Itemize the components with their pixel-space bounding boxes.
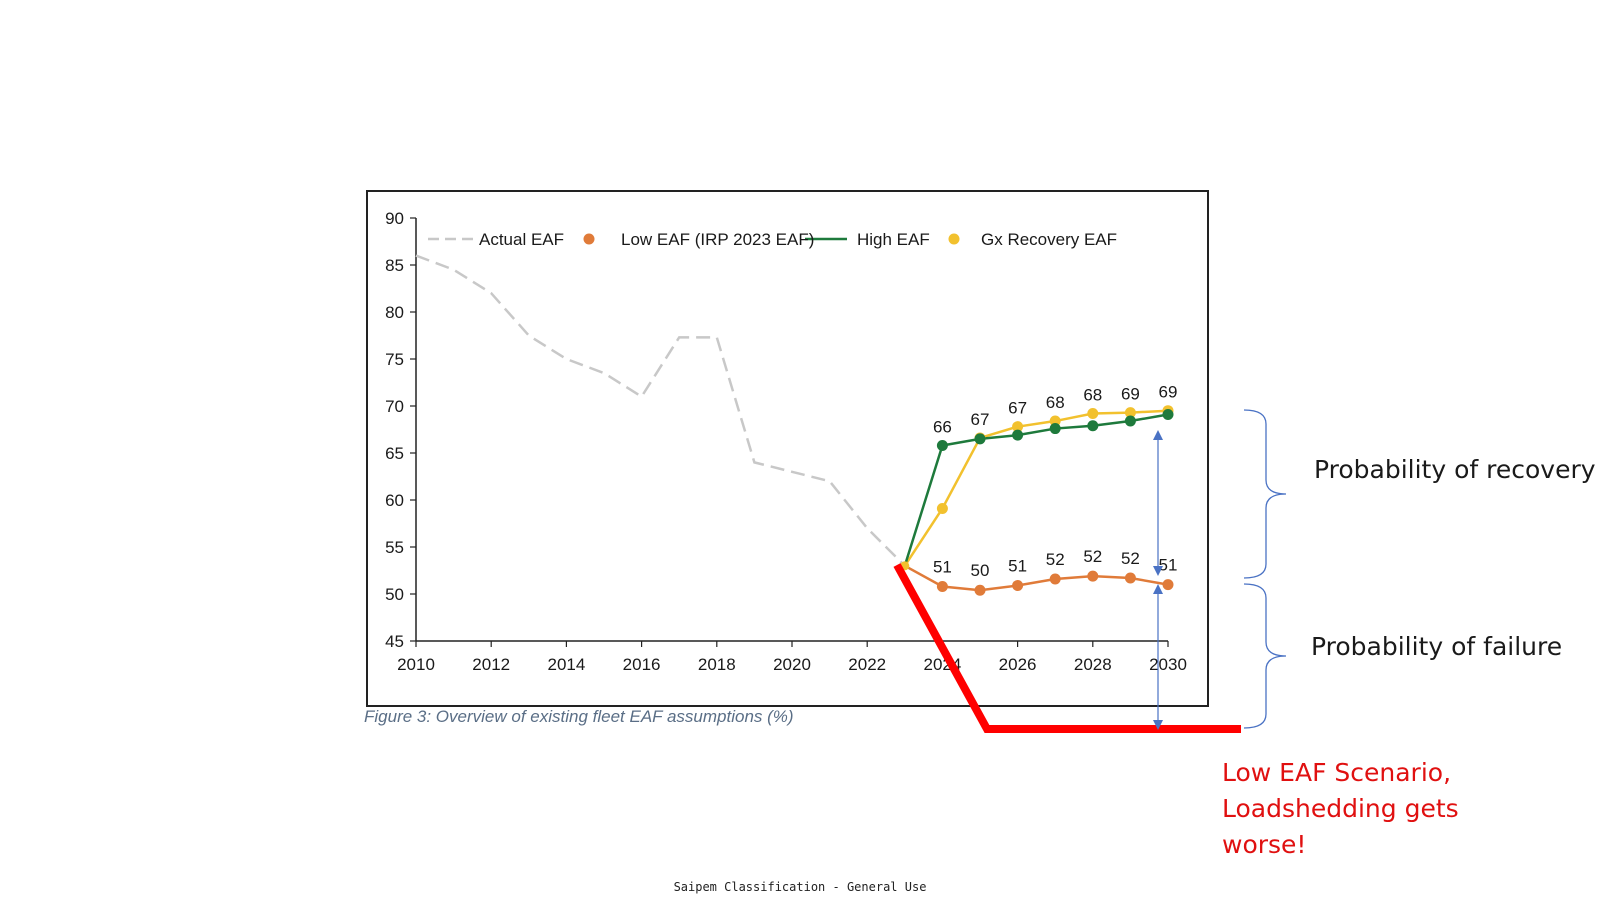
low-eaf-data-label: 51	[933, 557, 952, 576]
plot-area: 66 67 67 68 68 69 69 51 50 51 52 52 52 51	[415, 254, 1178, 596]
scenario-line: worse!	[1222, 830, 1307, 859]
x-tick-label: 2014	[547, 655, 585, 674]
legend-label: Low EAF (IRP 2023 EAF)	[621, 230, 814, 249]
low-eaf-irp-2023-eaf-point	[1162, 579, 1174, 591]
y-tick-label: 90	[385, 209, 404, 228]
high-eaf-point	[1012, 429, 1024, 441]
figure-caption: Figure 3: Overview of existing fleet EAF…	[364, 707, 794, 726]
failure-bracket	[1243, 583, 1287, 729]
y-tick-label: 50	[385, 585, 404, 604]
gx-recovery-eaf-point	[1012, 421, 1024, 433]
high-eaf-point	[974, 433, 986, 445]
y-tick-label: 75	[385, 350, 404, 369]
low-eaf-data-label: 52	[1083, 547, 1102, 566]
recovery-label: Probability of recovery	[1314, 455, 1596, 484]
legend-low-swatch	[583, 233, 595, 245]
recovery-bracket	[1243, 409, 1287, 579]
low-eaf-data-label: 52	[1046, 550, 1065, 569]
low-eaf-irp-2023-eaf-point	[1049, 573, 1061, 585]
low-eaf-data-label: 51	[1008, 557, 1027, 576]
y-tick-label: 85	[385, 256, 404, 275]
high-eaf-line	[903, 413, 1169, 567]
high-eaf-data-label: 67	[971, 410, 990, 429]
axes: 45 50 55 60 65 70 75 80 85 90 2010 2012 2014 2016 2018…	[385, 209, 1187, 674]
gx-recovery-eaf-line	[903, 409, 1169, 567]
x-tick-label: 2028	[1074, 655, 1112, 674]
gx-recovery-eaf-point	[936, 502, 948, 514]
arrowhead	[1153, 430, 1163, 440]
high-eaf-data-label: 69	[1159, 383, 1178, 402]
high-eaf-point	[1124, 415, 1136, 427]
x-tick-label: 2030	[1149, 655, 1187, 674]
low-eaf-data-label: 50	[971, 561, 990, 580]
high-eaf-data-label: 68	[1046, 393, 1065, 412]
legend-label: High EAF	[857, 230, 930, 249]
gx-recovery-eaf-point	[1087, 408, 1099, 420]
y-tick-label: 45	[385, 632, 404, 651]
gx-recovery-eaf-point	[1049, 415, 1061, 427]
high-eaf-data-label: 68	[1083, 386, 1102, 405]
high-eaf-point	[936, 439, 948, 451]
low-eaf-irp-2023-eaf-point	[1012, 580, 1024, 592]
arrowhead	[1153, 584, 1163, 594]
failure-label: Probability of failure	[1311, 632, 1563, 661]
legend: Actual EAF Low EAF (IRP 2023 EAF) High EAF…	[428, 230, 1117, 249]
legend-gx-swatch	[948, 233, 960, 245]
low-eaf-scenario-line	[893, 563, 1241, 733]
x-tick-label: 2016	[623, 655, 661, 674]
chart-frame	[366, 190, 1209, 707]
scenario-line: Low EAF Scenario,	[1222, 758, 1452, 787]
x-tick-label: 2010	[397, 655, 435, 674]
scenario-note: Low EAF Scenario, Loadshedding gets wors…	[1222, 755, 1459, 863]
y-tick-label: 65	[385, 444, 404, 463]
high-eaf-data-label: 66	[933, 417, 952, 436]
x-tick-label: 2020	[773, 655, 811, 674]
x-tick-label: 2022	[848, 655, 886, 674]
legend-label: Gx Recovery EAF	[981, 230, 1117, 249]
legend-label: Actual EAF	[479, 230, 564, 249]
annotations	[893, 409, 1287, 733]
low-eaf-irp-2023-eaf-line	[904, 564, 1169, 592]
high-eaf-data-label: 69	[1121, 385, 1140, 404]
low-eaf-irp-2023-eaf-point	[974, 584, 986, 596]
x-tick-label: 2012	[472, 655, 510, 674]
arrowhead	[1153, 566, 1163, 576]
low-eaf-data-label: 52	[1121, 549, 1140, 568]
scenario-line: Loadshedding gets	[1222, 794, 1459, 823]
x-tick-label: 2026	[999, 655, 1037, 674]
x-tick-label: 2018	[698, 655, 736, 674]
y-tick-label: 80	[385, 303, 404, 322]
arrowhead	[1153, 720, 1163, 730]
y-tick-label: 55	[385, 538, 404, 557]
low-eaf-data-label: 51	[1159, 556, 1178, 575]
high-eaf-point	[1162, 408, 1174, 420]
low-eaf-irp-2023-eaf-point	[1124, 572, 1136, 584]
classification-footer: Saipem Classification - General Use	[673, 880, 927, 894]
y-tick-label: 70	[385, 397, 404, 416]
high-eaf-data-label: 67	[1008, 399, 1027, 418]
y-tick-label: 60	[385, 491, 404, 510]
high-eaf-point	[1087, 420, 1099, 432]
low-eaf-irp-2023-eaf-point	[936, 580, 948, 592]
low-eaf-irp-2023-eaf-point	[1087, 570, 1099, 582]
actual-eaf-line	[415, 254, 906, 567]
high-eaf-point	[1049, 423, 1061, 435]
gx-recovery-eaf-point	[1124, 407, 1136, 419]
